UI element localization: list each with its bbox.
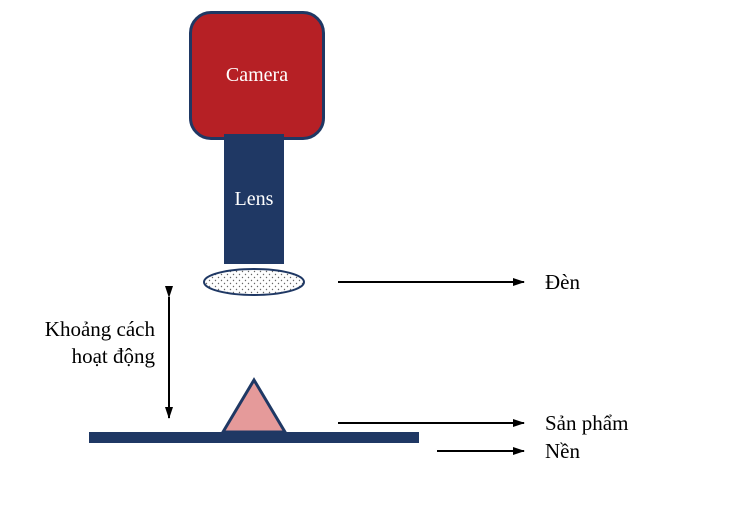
label-product: Sản phẩm — [545, 411, 628, 436]
diagram-stage: Camera Lens Đèn Sản phẩm — [0, 0, 737, 515]
label-base: Nền — [545, 439, 580, 464]
label-working-distance: Khoảng cách hoạt động — [45, 316, 155, 370]
label-lamp: Đèn — [545, 270, 580, 295]
arrows — [0, 0, 737, 515]
